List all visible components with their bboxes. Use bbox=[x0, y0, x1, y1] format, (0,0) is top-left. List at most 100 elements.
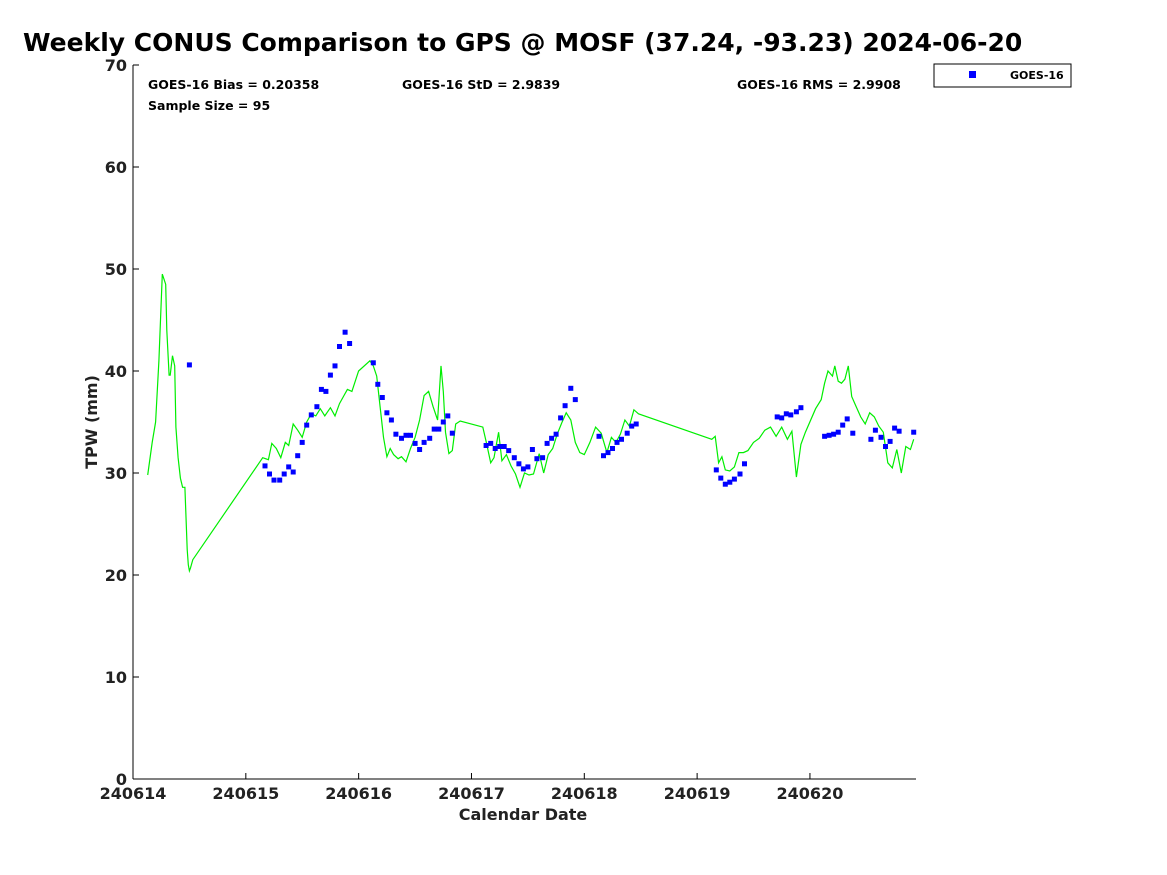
data-point bbox=[544, 440, 550, 446]
rms-annotation: GOES-16 RMS = 2.9908 bbox=[737, 77, 901, 92]
sample-size-annotation: Sample Size = 95 bbox=[148, 98, 270, 113]
data-point bbox=[774, 414, 780, 420]
data-point bbox=[299, 439, 305, 445]
data-point bbox=[399, 435, 404, 441]
data-point bbox=[831, 431, 837, 437]
data-point bbox=[323, 388, 329, 394]
axes: 240614 240615 240616 240617 240618 240619 2406… bbox=[100, 56, 916, 803]
data-point bbox=[403, 432, 409, 438]
data-point bbox=[483, 443, 489, 448]
data-point bbox=[727, 479, 733, 485]
y-tick-label: 60 bbox=[105, 158, 127, 177]
data-point bbox=[375, 381, 381, 387]
data-point bbox=[572, 397, 578, 403]
data-point bbox=[337, 344, 342, 349]
data-point bbox=[388, 417, 394, 423]
data-point bbox=[295, 453, 301, 459]
data-point bbox=[506, 448, 512, 454]
data-point bbox=[872, 427, 878, 433]
x-tick-label: 240617 bbox=[438, 784, 505, 803]
data-point bbox=[516, 461, 522, 467]
data-point bbox=[488, 440, 494, 446]
data-point bbox=[878, 434, 884, 440]
y-tick-label: 30 bbox=[105, 464, 127, 483]
data-point bbox=[445, 413, 451, 419]
data-point bbox=[568, 385, 574, 391]
data-point bbox=[501, 444, 507, 449]
data-point bbox=[436, 426, 442, 432]
data-point bbox=[318, 386, 324, 392]
data-point bbox=[868, 436, 874, 442]
data-point bbox=[290, 469, 296, 475]
x-tick-label: 240620 bbox=[777, 784, 844, 803]
data-point bbox=[614, 439, 620, 445]
data-point bbox=[605, 450, 611, 456]
plot-area bbox=[147, 273, 917, 574]
legend-box bbox=[933, 63, 1072, 88]
data-point bbox=[887, 438, 893, 444]
y-tick-label: 70 bbox=[105, 56, 127, 75]
data-point bbox=[304, 422, 310, 428]
data-point bbox=[332, 363, 338, 369]
data-point bbox=[271, 477, 277, 483]
data-point bbox=[549, 435, 555, 441]
data-point bbox=[553, 431, 559, 437]
y-tick-label: 10 bbox=[105, 668, 127, 687]
data-point bbox=[525, 464, 531, 470]
data-point bbox=[417, 447, 423, 452]
data-point bbox=[408, 432, 413, 438]
data-point bbox=[277, 477, 283, 483]
y-tick-label: 50 bbox=[105, 260, 127, 279]
data-point bbox=[835, 429, 841, 435]
data-point bbox=[370, 360, 376, 366]
data-point bbox=[737, 471, 743, 477]
data-point bbox=[601, 453, 606, 459]
data-point bbox=[850, 430, 856, 436]
data-point bbox=[633, 421, 639, 427]
legend-marker bbox=[969, 71, 976, 78]
x-axis-label: Calendar Date bbox=[459, 805, 588, 824]
y-tick-label: 40 bbox=[105, 362, 127, 381]
chart-title: Weekly CONUS Comparison to GPS @ MOSF (3… bbox=[23, 28, 1023, 57]
data-point bbox=[793, 409, 799, 415]
data-point bbox=[497, 444, 503, 449]
data-point bbox=[562, 403, 568, 409]
x-tick-label: 240615 bbox=[212, 784, 279, 803]
data-point bbox=[840, 422, 846, 428]
data-point bbox=[314, 404, 320, 410]
data-point bbox=[412, 440, 418, 446]
bias-annotation: GOES-16 Bias = 0.20358 bbox=[148, 77, 319, 92]
data-point bbox=[629, 423, 635, 429]
x-tick-label: 240614 bbox=[100, 784, 167, 803]
legend-label: GOES-16 bbox=[1010, 69, 1064, 82]
data-point bbox=[896, 428, 902, 434]
data-point bbox=[788, 412, 794, 418]
data-point bbox=[186, 362, 192, 368]
data-point bbox=[281, 471, 287, 477]
data-point bbox=[308, 412, 314, 418]
gps-line-series bbox=[147, 273, 915, 574]
data-point bbox=[826, 432, 832, 438]
data-point bbox=[431, 426, 437, 432]
data-point bbox=[427, 435, 433, 441]
data-point bbox=[892, 425, 898, 431]
legend: GOES-16 bbox=[933, 63, 1072, 88]
data-point bbox=[511, 455, 517, 461]
x-tick-label: 240616 bbox=[325, 784, 392, 803]
data-point bbox=[722, 481, 728, 487]
data-point bbox=[384, 410, 390, 416]
data-point bbox=[742, 461, 747, 467]
data-point bbox=[783, 411, 789, 417]
data-point bbox=[844, 416, 850, 422]
data-point bbox=[379, 395, 385, 400]
std-annotation: GOES-16 StD = 2.9839 bbox=[402, 77, 560, 92]
data-point bbox=[529, 447, 535, 452]
data-point bbox=[440, 419, 446, 425]
data-point bbox=[347, 341, 353, 346]
data-point bbox=[449, 430, 455, 436]
data-point bbox=[779, 415, 785, 421]
data-point bbox=[393, 431, 399, 437]
data-point bbox=[610, 446, 615, 451]
data-point bbox=[286, 464, 292, 470]
